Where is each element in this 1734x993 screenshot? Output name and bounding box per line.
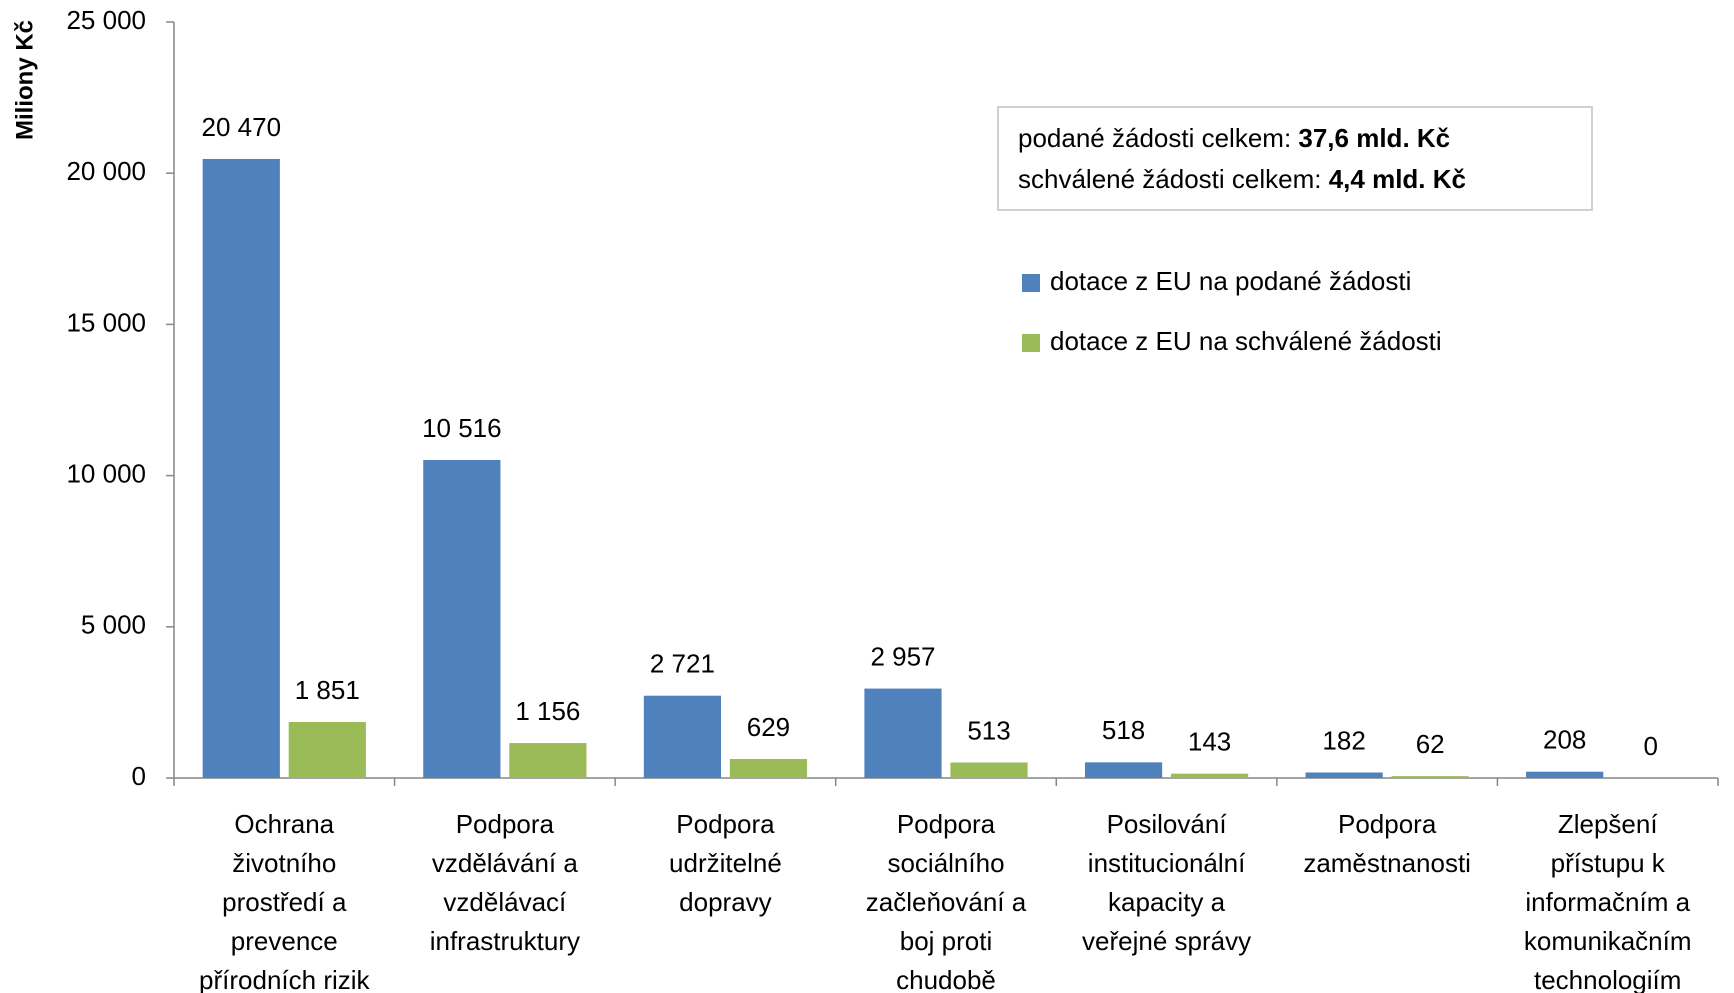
x-tick-label: infrastruktury bbox=[430, 926, 580, 956]
legend-label: dotace z EU na podané žádosti bbox=[1050, 266, 1411, 296]
value-label: 0 bbox=[1643, 731, 1657, 761]
value-label: 20 470 bbox=[202, 112, 282, 142]
value-label: 518 bbox=[1102, 715, 1145, 745]
y-tick-label: 15 000 bbox=[66, 307, 146, 337]
bar bbox=[1170, 773, 1249, 778]
bar bbox=[643, 695, 722, 778]
x-tick-label: začleňování a bbox=[866, 887, 1027, 917]
annotation: podané žádosti celkem: 37,6 mld. Kč bbox=[1018, 123, 1450, 153]
x-tick-label: přírodních rizik bbox=[199, 965, 370, 993]
annotation-bold: 37,6 mld. Kč bbox=[1298, 123, 1450, 153]
y-tick-label: 0 bbox=[132, 761, 146, 791]
bar bbox=[1391, 776, 1469, 778]
bar bbox=[950, 762, 1028, 778]
x-tick-label: informačním a bbox=[1525, 887, 1690, 917]
annotation-box bbox=[997, 106, 1593, 211]
x-tick-label: dopravy bbox=[679, 887, 772, 917]
annotation-text: podané žádosti celkem: bbox=[1018, 123, 1298, 153]
x-tick-label: přístupu k bbox=[1551, 848, 1666, 878]
bar bbox=[1305, 772, 1383, 778]
x-tick-label: Ochrana bbox=[234, 809, 334, 839]
legend-swatch bbox=[1022, 274, 1040, 292]
bar bbox=[1084, 762, 1163, 778]
bar bbox=[202, 158, 280, 779]
x-tick-label: prevence bbox=[231, 926, 338, 956]
x-tick-label: Podpora bbox=[1338, 809, 1437, 839]
legend-swatch bbox=[1022, 334, 1040, 352]
x-tick-label: prostředí a bbox=[222, 887, 347, 917]
value-label: 513 bbox=[967, 715, 1010, 745]
y-tick-label: 20 000 bbox=[66, 156, 146, 186]
x-tick-label: komunikačním bbox=[1524, 926, 1692, 956]
bar bbox=[864, 688, 942, 778]
value-label: 208 bbox=[1543, 725, 1586, 755]
value-label: 2 721 bbox=[650, 649, 715, 679]
legend-label: dotace z EU na schválené žádosti bbox=[1050, 326, 1442, 356]
y-tick-label: 10 000 bbox=[66, 458, 146, 488]
x-tick-label: Zlepšení bbox=[1558, 809, 1658, 839]
value-label: 62 bbox=[1416, 729, 1445, 759]
x-tick-label: technologiím bbox=[1534, 965, 1681, 993]
x-tick-label: sociálního bbox=[887, 848, 1004, 878]
annotation: schválené žádosti celkem: 4,4 mld. Kč bbox=[1018, 164, 1466, 194]
x-tick-label: vzdělávání a bbox=[432, 848, 579, 878]
x-tick-label: institucionální bbox=[1088, 848, 1246, 878]
value-label: 2 957 bbox=[870, 641, 935, 671]
value-label: 10 516 bbox=[422, 413, 502, 443]
bar bbox=[509, 743, 587, 778]
bar bbox=[729, 758, 808, 778]
x-tick-label: chudobě bbox=[896, 965, 996, 993]
value-label: 1 851 bbox=[295, 675, 360, 705]
x-tick-label: udržitelné bbox=[669, 848, 782, 878]
x-tick-label: Podpora bbox=[456, 809, 555, 839]
x-tick-label: boj proti bbox=[900, 926, 993, 956]
y-tick-label: 5 000 bbox=[81, 610, 146, 640]
value-label: 143 bbox=[1188, 727, 1231, 757]
x-tick-label: veřejné správy bbox=[1082, 926, 1251, 956]
value-label: 182 bbox=[1322, 725, 1365, 755]
annotation-bold: 4,4 mld. Kč bbox=[1329, 164, 1466, 194]
bar bbox=[288, 722, 366, 778]
x-tick-label: Posilování bbox=[1107, 809, 1228, 839]
x-tick-label: Podpora bbox=[676, 809, 775, 839]
bar bbox=[1526, 771, 1604, 778]
bar bbox=[423, 459, 501, 778]
x-tick-label: životního bbox=[232, 848, 336, 878]
y-tick-label: 25 000 bbox=[66, 5, 146, 35]
x-tick-label: kapacity a bbox=[1108, 887, 1226, 917]
x-tick-label: Podpora bbox=[897, 809, 996, 839]
value-label: 629 bbox=[747, 712, 790, 742]
annotation-text: schválené žádosti celkem: bbox=[1018, 164, 1329, 194]
y-axis-label: Miliony Kč bbox=[11, 20, 38, 140]
x-tick-label: vzdělávací bbox=[443, 887, 567, 917]
x-tick-label: zaměstnanosti bbox=[1303, 848, 1471, 878]
value-label: 1 156 bbox=[515, 696, 580, 726]
